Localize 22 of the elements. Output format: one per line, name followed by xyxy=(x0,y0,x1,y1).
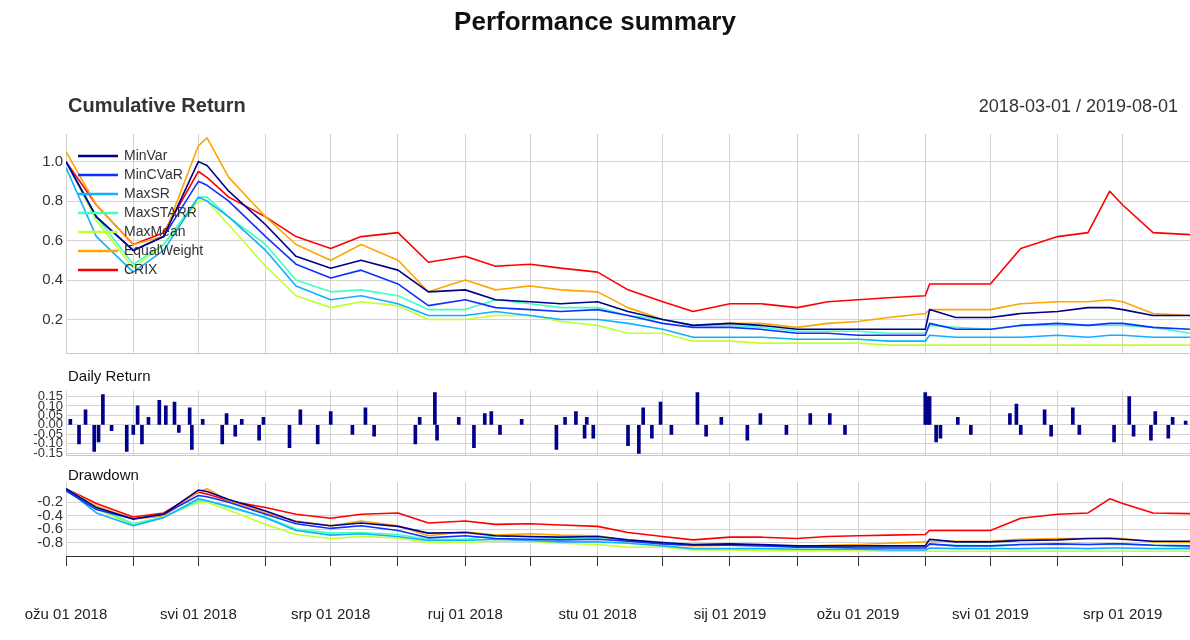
legend-label: MinVar xyxy=(124,146,168,163)
y-tick-label: 0.8 xyxy=(42,191,63,209)
text: 2018-03-01 / 2019-08-01 xyxy=(978,96,1178,117)
x-tick-label: svi 01 2018 xyxy=(160,605,237,623)
y-tick-label: 1.0 xyxy=(42,151,63,169)
chart-title: Drawdown xyxy=(68,466,139,483)
chart-subtitle: Cumulative Return xyxy=(68,94,246,117)
x-tick-label: ruj 01 2018 xyxy=(427,605,503,623)
x-tick-label: stu 01 2018 xyxy=(558,605,637,623)
x-tick-label: ožu 01 2019 xyxy=(816,605,900,623)
x-tick-label: svi 01 2019 xyxy=(952,605,1029,623)
chart-title: Performance summary xyxy=(453,6,737,37)
x-tick-label: ožu 01 2018 xyxy=(24,605,108,623)
chart-title: Daily Return xyxy=(68,367,151,384)
legend-label: MaxSR xyxy=(124,184,170,201)
x-tick-label: sij 01 2019 xyxy=(693,605,767,623)
legend-label: MinCVaR xyxy=(124,165,183,182)
y-tick-label: 0.6 xyxy=(42,230,63,248)
y-tick-label: 0.2 xyxy=(42,309,63,327)
x-tick-label: srp 01 2018 xyxy=(291,605,371,623)
x-tick-label: srp 01 2019 xyxy=(1083,605,1163,623)
y-tick-label: 0.4 xyxy=(42,270,63,288)
